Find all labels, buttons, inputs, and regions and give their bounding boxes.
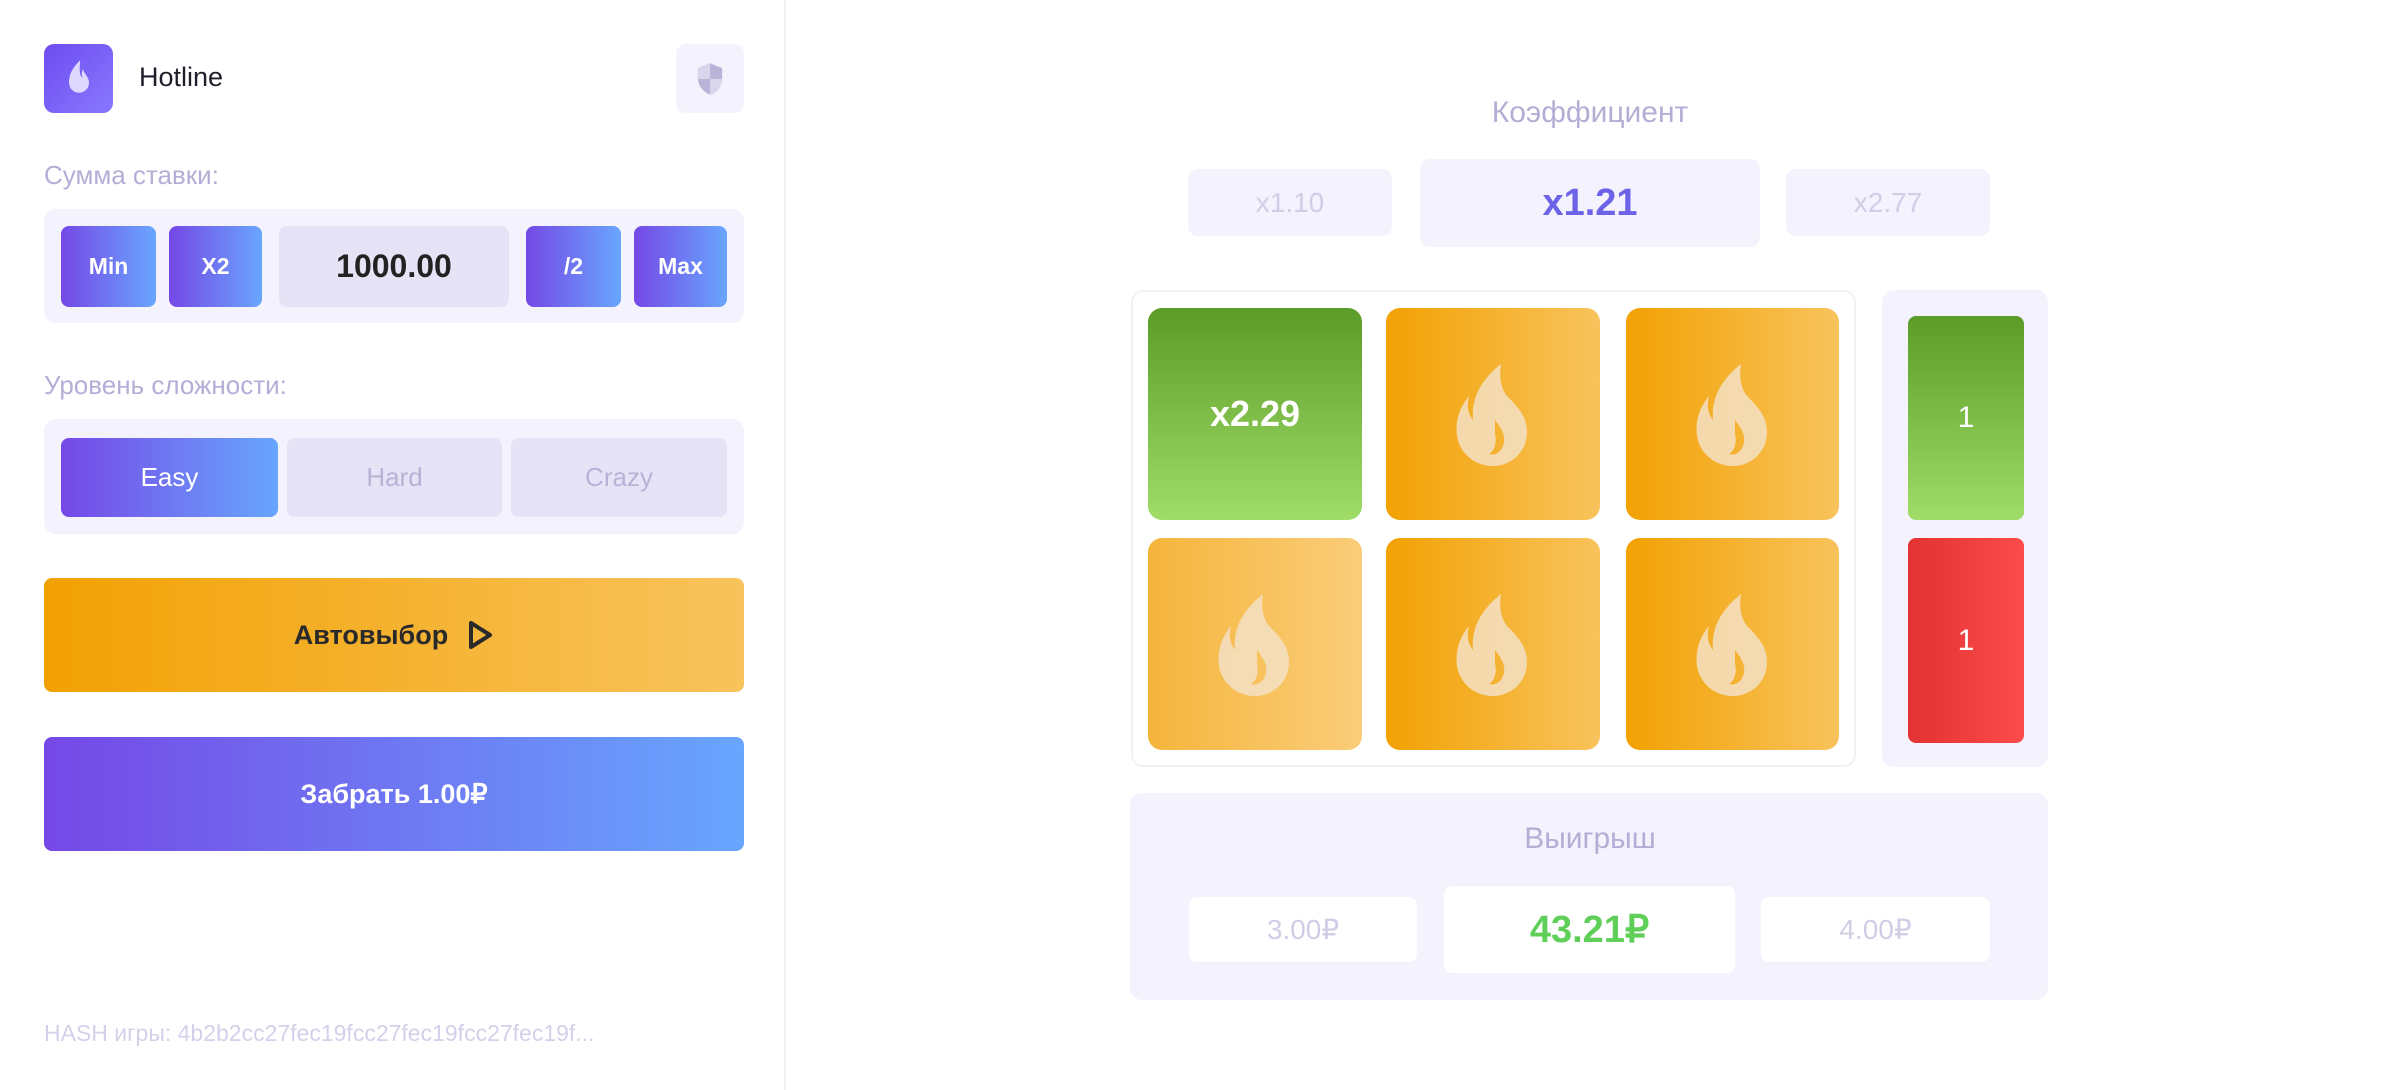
play-icon <box>469 621 493 649</box>
shield-icon <box>697 62 723 95</box>
difficulty-crazy[interactable]: Crazy <box>511 438 727 517</box>
bet-amount-label: Сумма ставки: <box>44 160 219 190</box>
max-bet-button[interactable]: Max <box>634 226 727 307</box>
half-bet-button[interactable]: /2 <box>526 226 621 307</box>
autoselect-label: Автовыбор <box>293 619 449 650</box>
provably-fair-button[interactable] <box>676 44 744 113</box>
coefficient-current: x1.21 <box>1420 159 1760 247</box>
logo <box>44 44 113 113</box>
bet-amount-input[interactable]: 1000.00 <box>279 226 509 307</box>
double-bet-button[interactable]: X2 <box>169 226 262 307</box>
flame-icon <box>1696 364 1767 466</box>
game-hash: HASH игры: 4b2b2cc27fec19fcc27fec19fcc27… <box>44 1020 595 1046</box>
control-panel: Hotline Сумма ставки: Min X2 1000.00 /2 … <box>0 0 786 1090</box>
tile-hidden[interactable] <box>1148 538 1362 750</box>
coefficient-next: x2.77 <box>1786 169 1990 236</box>
coefficient-prev: x1.10 <box>1188 169 1392 236</box>
coefficient-title: Коэффициент <box>1491 96 1689 129</box>
difficulty-hard[interactable]: Hard <box>287 438 502 517</box>
difficulty-label: Уровень сложности: <box>44 370 287 400</box>
tile-hidden[interactable] <box>1386 538 1600 750</box>
tile-revealed[interactable]: x2.29 <box>1148 308 1362 520</box>
difficulty-panel: Easy Hard Crazy <box>44 419 744 534</box>
safe-counter: 1 <box>1908 316 2024 520</box>
flame-icon <box>68 59 89 93</box>
flame-icon <box>1456 594 1527 696</box>
flame-icon <box>1456 364 1527 466</box>
fire-counter: 1 <box>1908 538 2024 743</box>
autoselect-button[interactable]: Автовыбор <box>44 578 744 692</box>
flame-icon <box>1218 594 1289 696</box>
min-bet-button[interactable]: Min <box>61 226 156 307</box>
winnings-title: Выигрыш <box>1524 822 1656 855</box>
tile-hidden[interactable] <box>1626 538 1839 750</box>
cashout-button[interactable]: Забрать 1.00₽ <box>44 737 744 851</box>
tile-hidden[interactable] <box>1386 308 1600 520</box>
difficulty-easy[interactable]: Easy <box>61 438 278 517</box>
winnings-next: 4.00₽ <box>1761 897 1990 962</box>
winnings-prev: 3.00₽ <box>1189 897 1417 962</box>
tile-grid <box>1131 290 1856 767</box>
flame-icon <box>1696 594 1767 696</box>
bet-panel: Min X2 1000.00 /2 Max <box>44 209 744 323</box>
tile-hidden[interactable] <box>1626 308 1839 520</box>
app-title: Hotline <box>139 62 224 92</box>
winnings-current: 43.21₽ <box>1444 886 1735 973</box>
